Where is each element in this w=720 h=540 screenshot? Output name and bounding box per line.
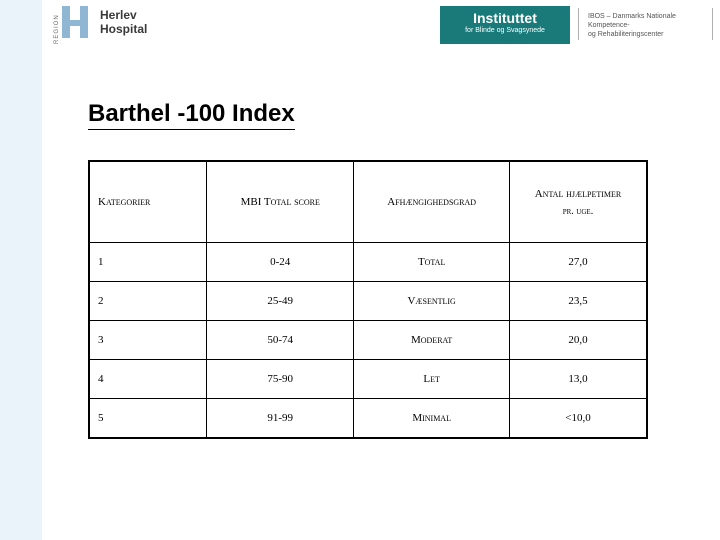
hospital-line1: Herlev	[100, 8, 137, 22]
table-row: 1 0-24 Total 27,0	[89, 243, 647, 282]
cell-kategorier: 5	[89, 399, 207, 439]
col-header-antal: Antal hjælpetimer pr. uge.	[509, 161, 647, 243]
cell-mbi: 0-24	[207, 243, 354, 282]
col-header-afh: Afhængighedsgrad	[354, 161, 510, 243]
table-row: 3 50-74 Moderat 20,0	[89, 321, 647, 360]
instituttet-logo: Instituttet for Blinde og Svagsynede	[440, 6, 570, 44]
table-row: 5 91-99 Minimal <10,0	[89, 399, 647, 439]
page-title: Barthel -100 Index	[88, 100, 295, 130]
barthel-table: Kategorier MBI Total score Afhængighedsg…	[88, 160, 648, 439]
cell-kategorier: 4	[89, 360, 207, 399]
ibos-line1: IBOS – Danmarks Nationale Kompetence-	[588, 13, 676, 29]
region-logo: REGION	[54, 6, 88, 46]
table-header-row: Kategorier MBI Total score Afhængighedsg…	[89, 161, 647, 243]
cell-mbi: 50-74	[207, 321, 354, 360]
left-accent-band	[0, 0, 42, 540]
header: REGION Herlev Hospital Instituttet for B…	[0, 0, 720, 60]
ibos-text: IBOS – Danmarks Nationale Kompetence- og…	[588, 12, 708, 39]
cell-kategorier: 2	[89, 282, 207, 321]
cell-antal: 20,0	[509, 321, 647, 360]
hospital-line2: Hospital	[100, 22, 147, 36]
hospital-name: Herlev Hospital	[100, 8, 147, 37]
cell-antal: 23,5	[509, 282, 647, 321]
barthel-table-wrap: Kategorier MBI Total score Afhængighedsg…	[88, 160, 648, 439]
cell-afh: Væsentlig	[354, 282, 510, 321]
cell-afh: Moderat	[354, 321, 510, 360]
cell-afh: Let	[354, 360, 510, 399]
instituttet-sub: for Blinde og Svagsynede	[440, 27, 570, 34]
region-h-notch-bottom	[70, 26, 80, 38]
ibos-line2: og Rehabiliteringscenter	[588, 31, 664, 38]
header-divider-1	[578, 8, 579, 40]
table-row: 2 25-49 Væsentlig 23,5	[89, 282, 647, 321]
cell-antal: 27,0	[509, 243, 647, 282]
table-body: 1 0-24 Total 27,0 2 25-49 Væsentlig 23,5…	[89, 243, 647, 439]
cell-afh: Total	[354, 243, 510, 282]
header-divider-2	[712, 8, 713, 40]
region-label: REGION	[54, 14, 60, 44]
table-row: 4 75-90 Let 13,0	[89, 360, 647, 399]
instituttet-title: Instituttet	[440, 6, 570, 26]
region-h-notch-top	[70, 6, 80, 20]
cell-antal: 13,0	[509, 360, 647, 399]
cell-kategorier: 3	[89, 321, 207, 360]
cell-kategorier: 1	[89, 243, 207, 282]
cell-mbi: 25-49	[207, 282, 354, 321]
cell-mbi: 75-90	[207, 360, 354, 399]
cell-antal: <10,0	[509, 399, 647, 439]
cell-mbi: 91-99	[207, 399, 354, 439]
col-header-mbi: MBI Total score	[207, 161, 354, 243]
cell-afh: Minimal	[354, 399, 510, 439]
col-header-kategorier: Kategorier	[89, 161, 207, 243]
